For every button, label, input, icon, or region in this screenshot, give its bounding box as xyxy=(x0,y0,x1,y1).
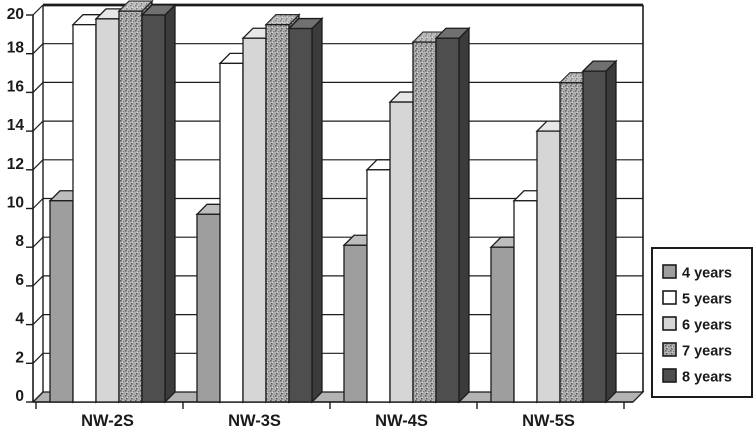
y-tick-label: 0 xyxy=(15,388,24,405)
bar-NW-3S-6-years xyxy=(242,37,267,403)
y-tick-connector xyxy=(32,81,44,93)
y-tick-connector xyxy=(32,236,44,248)
y-tick-connector xyxy=(32,120,44,132)
legend-swatch-7-years xyxy=(662,342,677,357)
legend-label: 8 years xyxy=(682,370,732,386)
legend-swatch-5-years xyxy=(662,290,677,305)
bar-NW-5S-7-years xyxy=(559,82,584,403)
y-tick-connector xyxy=(32,275,44,287)
legend-swatch-8-years xyxy=(662,368,677,383)
y-tick-connector xyxy=(32,159,44,171)
y-tick-label: 2 xyxy=(15,349,24,366)
bar-NW-3S-5-years xyxy=(219,62,244,403)
bar-NW-3S-8-years-side xyxy=(311,16,323,404)
y-tick-label: 4 xyxy=(15,311,24,328)
bar-NW-4S-6-years xyxy=(389,101,414,403)
y-tick-label: 20 xyxy=(7,6,24,23)
y-tick-connector xyxy=(32,43,44,55)
bar-NW-3S-7-years-top-shade xyxy=(266,14,299,25)
y-tick-label: 16 xyxy=(7,78,25,95)
y-tick-connector xyxy=(32,314,44,326)
legend-label: 4 years xyxy=(682,266,732,282)
y-tick-label: 6 xyxy=(15,272,24,289)
y-tick-label: 10 xyxy=(7,195,24,212)
bar-NW-3S-8-years xyxy=(288,27,313,403)
bar-NW-2S-8-years xyxy=(141,14,166,403)
bar-NW-3S-4-years xyxy=(196,213,221,403)
y-tick-label: 14 xyxy=(7,117,25,134)
bar-NW-2S-6-years xyxy=(95,18,120,403)
x-category-label: NW-3S xyxy=(228,412,281,430)
legend-label: 6 years xyxy=(682,318,732,334)
bar-NW-5S-6-years xyxy=(536,130,561,403)
y-tick-label: 12 xyxy=(7,156,24,173)
x-category-label: NW-4S xyxy=(375,412,428,430)
x-category-label: NW-5S xyxy=(522,412,575,430)
x-category-label: NW-2S xyxy=(81,412,134,430)
bar-NW-2S-4-years xyxy=(49,200,74,403)
y-tick-connector xyxy=(32,198,44,209)
bar-NW-2S-7-years-top-shade xyxy=(119,1,152,12)
legend-label: 7 years xyxy=(682,344,732,360)
y-tick-connector xyxy=(32,352,44,364)
bar-NW-5S-4-years xyxy=(490,246,515,403)
bar-NW-5S-8-years-side xyxy=(605,59,617,404)
bar-NW-2S-5-years xyxy=(72,24,97,403)
bar-NW-4S-8-years xyxy=(435,37,460,403)
bar-NW-4S-8-years-side xyxy=(458,26,470,404)
bar-NW-2S-8-years-side xyxy=(164,3,176,404)
bar-NW-5S-8-years xyxy=(582,70,607,403)
legend-label: 5 years xyxy=(682,292,732,308)
bar-NW-4S-7-years xyxy=(412,41,437,403)
legend-swatch-4-years xyxy=(662,264,677,279)
bar-NW-2S-7-years xyxy=(118,10,143,403)
y-tick-label: 18 xyxy=(7,40,25,57)
y-tick-label: 8 xyxy=(15,233,24,250)
y-tick-connector xyxy=(32,391,44,403)
bar-NW-4S-4-years xyxy=(343,244,368,403)
bar-NW-4S-5-years xyxy=(366,169,391,403)
y-tick-connector xyxy=(32,4,44,16)
legend-swatch-6-years xyxy=(662,316,677,331)
bar-NW-5S-5-years xyxy=(513,200,538,403)
bar-NW-3S-7-years xyxy=(265,24,290,403)
